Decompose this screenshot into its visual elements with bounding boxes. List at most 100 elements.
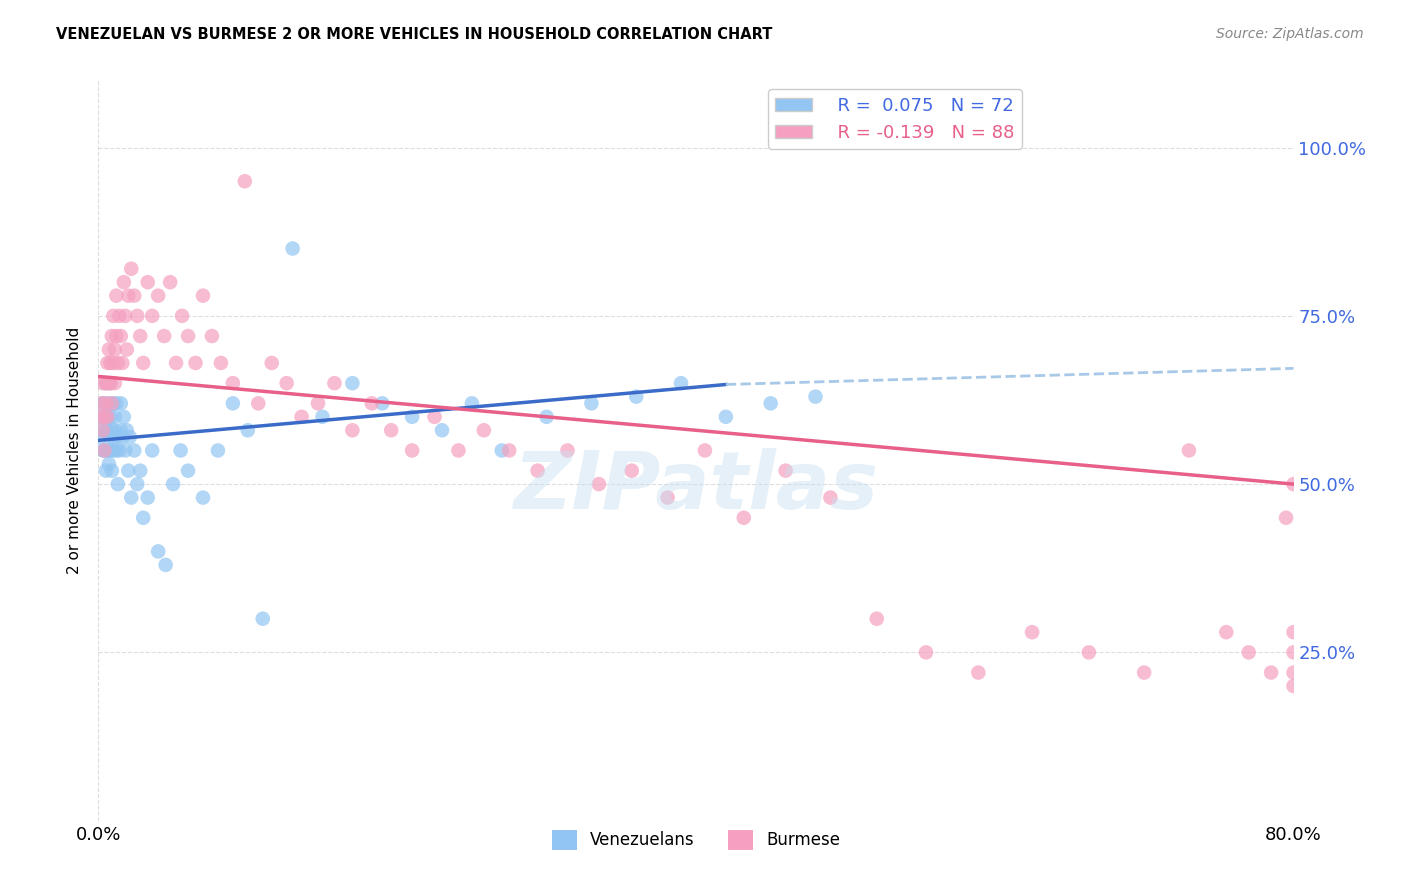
Point (110, 423, 132, 437)
Point (93, 409, 115, 424)
Point (104, 343, 127, 357)
Point (90, 409, 112, 424)
Point (148, 544, 170, 558)
Point (342, 376, 364, 391)
Point (201, 329, 224, 343)
Point (1021, 625, 1043, 640)
Point (97, 430, 120, 444)
Point (105, 396, 128, 410)
Point (177, 329, 200, 343)
Point (101, 396, 124, 410)
Point (236, 423, 259, 437)
Point (360, 396, 382, 410)
Point (491, 443, 513, 458)
Point (191, 288, 214, 302)
Point (93, 396, 115, 410)
Point (1282, 665, 1305, 680)
Point (209, 356, 232, 370)
Point (132, 356, 155, 370)
Point (103, 356, 125, 370)
Point (184, 356, 207, 370)
Point (103, 396, 125, 410)
Point (557, 443, 579, 458)
Point (101, 464, 124, 478)
Point (101, 329, 124, 343)
Point (588, 477, 610, 491)
Point (90, 423, 112, 437)
Point (401, 443, 423, 458)
Point (191, 491, 214, 505)
Point (281, 242, 304, 256)
Point (104, 423, 127, 437)
Point (114, 309, 136, 323)
Point (323, 376, 346, 391)
Point (93, 443, 115, 458)
Point (207, 443, 229, 458)
Point (153, 329, 176, 343)
Point (401, 409, 423, 424)
Point (107, 356, 129, 370)
Point (112, 275, 135, 289)
Point (97, 457, 120, 471)
Point (111, 356, 134, 370)
Point (101, 423, 124, 437)
Point (380, 423, 402, 437)
Point (105, 288, 128, 302)
Point (148, 288, 170, 302)
Text: Source: ZipAtlas.com: Source: ZipAtlas.com (1216, 27, 1364, 41)
Point (107, 477, 129, 491)
Point (172, 309, 194, 323)
Point (97, 376, 120, 391)
Point (108, 443, 131, 458)
Point (94, 464, 117, 478)
Point (291, 409, 314, 424)
Point (276, 376, 298, 391)
Point (98, 356, 122, 370)
Point (94, 376, 117, 391)
Point (111, 430, 134, 444)
Point (96, 409, 118, 424)
Point (94, 423, 117, 437)
Point (117, 288, 139, 302)
Point (260, 356, 283, 370)
Point (1282, 625, 1305, 640)
Point (447, 443, 470, 458)
Point (124, 443, 146, 458)
Point (714, 409, 737, 424)
Point (342, 423, 364, 437)
Point (96, 409, 118, 424)
Point (155, 558, 177, 572)
Point (112, 409, 135, 424)
Point (98, 409, 122, 424)
Point (114, 443, 136, 458)
Point (1282, 645, 1305, 659)
Point (759, 396, 782, 410)
Point (118, 430, 141, 444)
Point (89, 409, 111, 424)
Point (105, 443, 128, 458)
Point (115, 343, 138, 357)
Point (98, 443, 122, 458)
Point (222, 396, 245, 410)
Point (98, 376, 122, 391)
Point (967, 665, 990, 680)
Point (461, 396, 484, 410)
Point (141, 443, 163, 458)
Point (127, 477, 149, 491)
Point (129, 329, 152, 343)
Point (94, 376, 117, 391)
Point (94, 396, 117, 410)
Point (90, 396, 112, 410)
Text: VENEZUELAN VS BURMESE 2 OR MORE VEHICLES IN HOUSEHOLD CORRELATION CHART: VENEZUELAN VS BURMESE 2 OR MORE VEHICLES… (56, 27, 773, 42)
Point (733, 510, 755, 524)
Point (103, 443, 125, 458)
Point (159, 275, 181, 289)
Point (107, 430, 129, 444)
Point (1282, 679, 1305, 693)
Point (91, 376, 114, 391)
Point (915, 645, 938, 659)
Point (581, 396, 603, 410)
Text: ZIPatlas: ZIPatlas (513, 449, 879, 526)
Point (124, 288, 146, 302)
Point (162, 477, 184, 491)
